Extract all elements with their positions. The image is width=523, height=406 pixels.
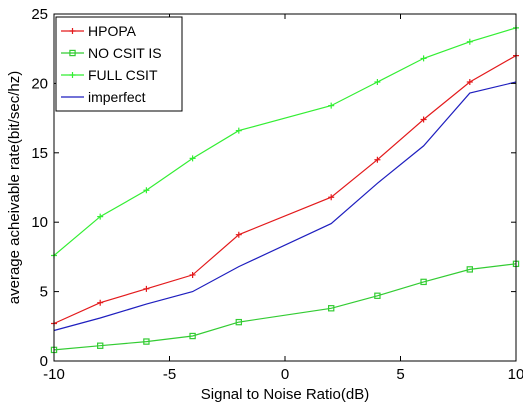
legend-label: imperfect <box>88 89 146 105</box>
data-point <box>97 299 104 306</box>
data-point <box>420 116 427 123</box>
legend-item: HPOPA <box>61 23 137 39</box>
data-point <box>189 332 196 340</box>
series-hpopa <box>51 52 519 327</box>
data-point <box>374 156 381 163</box>
data-point <box>235 318 242 326</box>
legend-marker <box>69 72 76 78</box>
x-tick-label: 5 <box>396 366 404 383</box>
data-point <box>235 231 242 238</box>
legend-label: FULL CSIT <box>88 67 158 83</box>
series-line <box>53 81 517 332</box>
data-point <box>374 79 381 86</box>
legend-marker <box>69 28 76 34</box>
x-tick-label: 0 <box>281 366 289 383</box>
data-point <box>466 79 473 86</box>
legend-label: HPOPA <box>88 23 137 39</box>
data-point <box>466 38 473 45</box>
y-axis-label: average acheivable rate(bit/sec/hz) <box>6 71 23 304</box>
legend-marker <box>69 49 76 57</box>
data-point <box>97 213 104 220</box>
data-point <box>328 102 335 109</box>
data-point <box>328 305 335 312</box>
data-point <box>143 338 150 345</box>
data-point <box>235 127 242 134</box>
legend-item: FULL CSIT <box>61 67 158 83</box>
series-line <box>53 55 517 325</box>
series-imperfect <box>53 81 517 332</box>
data-point <box>328 194 335 201</box>
legend-item: NO CSIT IS <box>61 45 162 61</box>
x-axis-label: Signal to Noise Ratio(dB) <box>201 386 369 403</box>
y-tick-label: 20 <box>31 75 48 92</box>
y-tick-label: 25 <box>31 6 48 23</box>
y-tick-label: 0 <box>40 353 48 370</box>
legend: HPOPA NO CSIT IS FULL CSIT imperfect <box>55 16 183 112</box>
data-point <box>374 292 381 299</box>
series-no-csit-is <box>50 260 520 354</box>
data-point <box>420 55 427 62</box>
data-point <box>143 187 150 194</box>
legend-label: NO CSIT IS <box>88 45 162 61</box>
y-tick-label: 15 <box>31 145 48 162</box>
data-point <box>189 271 196 278</box>
series-line <box>53 27 517 256</box>
y-tick-label: 5 <box>40 284 48 301</box>
data-point <box>143 285 150 292</box>
x-tick-label: -5 <box>163 366 176 383</box>
x-tick-label: 10 <box>508 366 523 383</box>
x-tick-label: -10 <box>43 366 65 383</box>
series-line <box>53 263 517 351</box>
ticks-layer: -10 -5 0 5 10 0 5 10 15 20 25 <box>31 6 523 383</box>
y-tick-label: 10 <box>31 214 48 231</box>
data-point <box>96 342 104 349</box>
data-point <box>420 278 427 286</box>
legend-item: imperfect <box>61 89 146 105</box>
data-point <box>189 155 196 162</box>
legend-box <box>55 16 183 112</box>
data-point <box>466 266 474 273</box>
